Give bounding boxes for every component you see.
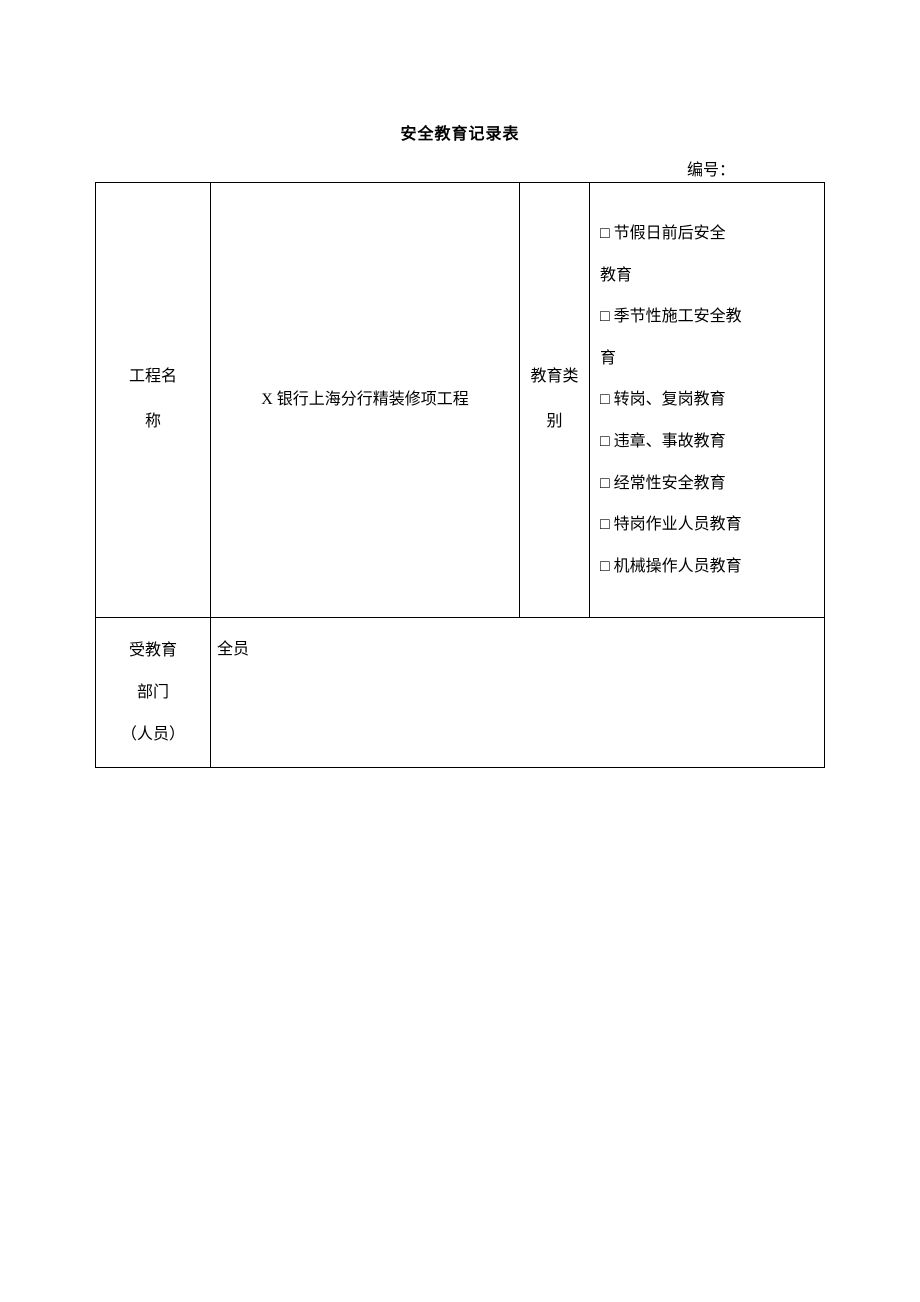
label-text: 工程名称 — [129, 368, 177, 430]
department-label-cell: 受教育 部门 （人员） — [96, 618, 211, 768]
label-line: （人员） — [121, 726, 185, 743]
safety-education-record-table: 工程名称 X 银行上海分行精装修项工程 教育类别 □ 节假日前后安全 教育 □ … — [95, 182, 825, 768]
department-value: 全员 — [217, 641, 249, 658]
document-title: 安全教育记录表 — [95, 120, 825, 144]
checkbox-option: 教育 — [600, 255, 814, 297]
education-category-label-cell: 教育类别 — [520, 183, 590, 618]
checkbox-option: □ 违章、事故教育 — [600, 421, 814, 463]
checkbox-option: 育 — [600, 338, 814, 380]
project-name-label-cell: 工程名称 — [96, 183, 211, 618]
checkbox-option: □ 转岗、复岗教育 — [600, 379, 814, 421]
serial-number-label: 编号： — [95, 156, 825, 180]
checkbox-option: □ 机械操作人员教育 — [600, 546, 814, 588]
checkbox-option: □ 特岗作业人员教育 — [600, 504, 814, 546]
label-line: 部门 — [137, 684, 169, 701]
table-row: 受教育 部门 （人员） 全员 — [96, 618, 825, 768]
label-text: 教育类别 — [530, 368, 578, 430]
project-name-value: X 银行上海分行精装修项工程 — [261, 391, 469, 408]
department-value-cell: 全员 — [211, 618, 825, 768]
project-name-value-cell: X 银行上海分行精装修项工程 — [211, 183, 520, 618]
checkbox-option: □ 节假日前后安全 — [600, 213, 814, 255]
table-row: 工程名称 X 银行上海分行精装修项工程 教育类别 □ 节假日前后安全 教育 □ … — [96, 183, 825, 618]
checkbox-option: □ 季节性施工安全教 — [600, 296, 814, 338]
label-line: 受教育 — [129, 642, 177, 659]
checkbox-option: □ 经常性安全教育 — [600, 463, 814, 505]
education-category-options-cell: □ 节假日前后安全 教育 □ 季节性施工安全教 育 □ 转岗、复岗教育 □ 违章… — [590, 183, 825, 618]
